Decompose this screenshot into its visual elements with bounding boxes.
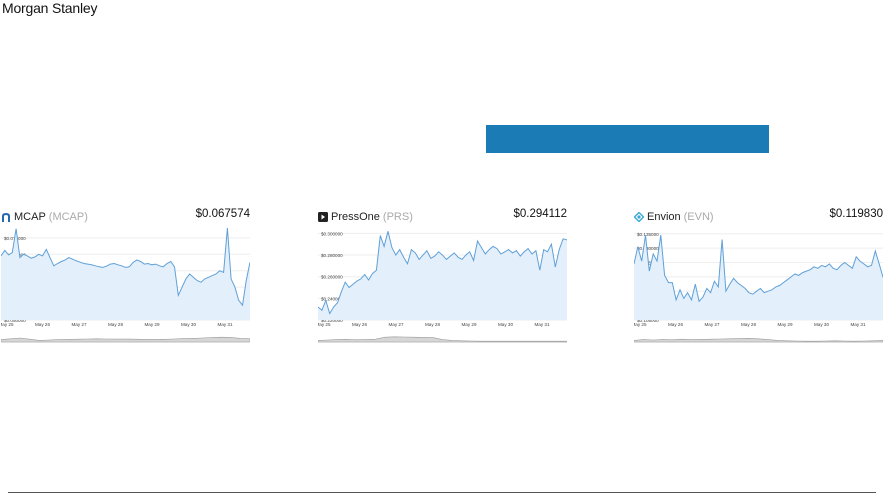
coin-name: Envion — [647, 211, 681, 223]
coin-symbol: (EVN) — [683, 211, 714, 223]
navigator-series — [634, 338, 883, 343]
price-chart[interactable]: $0.135000$0.130000$0.125000$0.120000$0.1… — [634, 226, 883, 346]
coin-price: $0.119830 — [829, 208, 883, 220]
y-tick-label: $0.220000 — [321, 318, 343, 323]
x-tick-label: May 30 — [498, 322, 514, 327]
x-tick-label: May 29 — [461, 322, 477, 327]
coin-symbol: (PRS) — [382, 211, 413, 223]
chart-title: Envion (EVN) — [634, 208, 714, 226]
y-tick-label: $0.240000 — [321, 296, 343, 301]
y-tick-label: $0.300000 — [321, 231, 343, 236]
footer-divider — [8, 492, 876, 493]
chart-panel-envion: Envion (EVN) $0.119830 $0.135000 $0.13000… — [634, 208, 883, 344]
blue-banner — [486, 125, 769, 153]
chart-panel-mcap: MCAP (MCAP) $0.067574 $0.075000$0.070000… — [1, 208, 250, 344]
coin-name: MCAP — [14, 211, 46, 223]
navigator-series — [318, 336, 567, 343]
chart-panel-pressone: PressOne (PRS) $0.294112 $0.300000 $0.280… — [318, 208, 567, 344]
x-tick-label: May 26 — [352, 322, 368, 327]
x-tick-label: May 27 — [704, 322, 720, 327]
x-tick-label: May 31 — [534, 322, 550, 327]
x-tick-label: May 31 — [217, 322, 233, 327]
series-line — [634, 235, 883, 303]
x-tick-label: May 25 — [634, 322, 647, 327]
coin-price: $0.067574 — [195, 208, 250, 220]
x-tick-label: May 26 — [668, 322, 684, 327]
x-tick-label: May 27 — [71, 322, 87, 327]
x-tick-label: May 28 — [108, 322, 124, 327]
y-tick-label: $0.280000 — [321, 253, 343, 258]
series-area — [1, 228, 250, 320]
x-tick-label: May 29 — [144, 322, 160, 327]
x-tick-label: May 25 — [1, 322, 14, 327]
x-tick-label: May 25 — [318, 322, 331, 327]
x-tick-label: May 30 — [814, 322, 830, 327]
pressone-logo-icon — [318, 212, 328, 222]
x-tick-label: May 28 — [425, 322, 441, 327]
y-tick-label: $0.130000 — [637, 246, 659, 251]
price-chart[interactable]: $0.075000$0.070000$0.065000$0.060000$0.0… — [1, 226, 250, 346]
coin-price: $0.294112 — [513, 208, 567, 220]
envion-logo-icon — [634, 212, 644, 222]
y-tick-label: $0.135000 — [637, 232, 659, 237]
price-chart[interactable]: $0.300000 $0.280000 $0.260000 $0.240000 $0.2… — [318, 226, 567, 346]
navigator-series — [1, 336, 250, 343]
x-tick-label: May 27 — [388, 322, 404, 327]
y-tick-label: $0.105000 — [637, 318, 659, 323]
y-tick-label: $0.260000 — [321, 275, 343, 280]
x-tick-label: May 30 — [181, 322, 197, 327]
x-tick-label: May 28 — [741, 322, 757, 327]
series-line — [1, 227, 250, 307]
coin-name: PressOne — [331, 211, 380, 223]
mcap-logo-icon — [2, 213, 10, 222]
coin-symbol: (MCAP) — [48, 211, 88, 223]
chart-title: PressOne (PRS) — [318, 208, 413, 226]
x-tick-label: May 29 — [777, 322, 793, 327]
y-tick-label: $0.050000 — [4, 318, 26, 323]
series-area — [634, 235, 883, 320]
chart-title: MCAP (MCAP) — [1, 208, 88, 226]
x-tick-label: May 31 — [850, 322, 866, 327]
brand-logo: Morgan Stanley — [2, 0, 98, 16]
series-line — [318, 231, 567, 315]
series-area — [318, 231, 567, 320]
x-tick-label: May 26 — [35, 322, 51, 327]
